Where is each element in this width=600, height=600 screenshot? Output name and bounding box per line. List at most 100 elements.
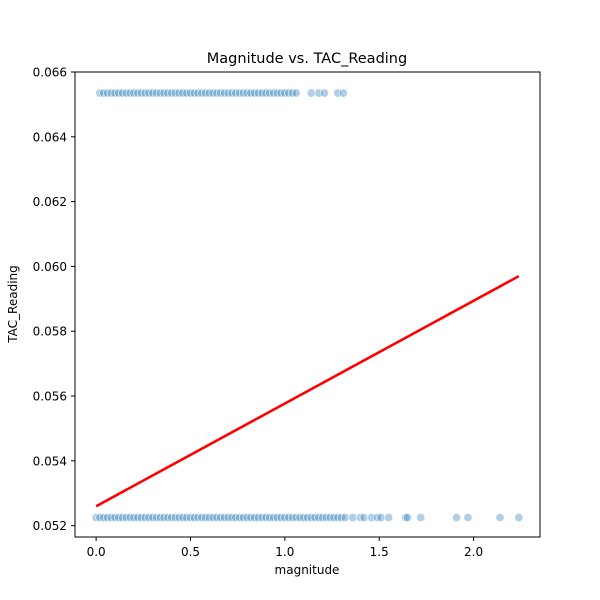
data-point bbox=[212, 513, 222, 523]
data-point bbox=[118, 513, 128, 523]
data-point bbox=[272, 513, 282, 523]
data-point bbox=[284, 88, 294, 98]
data-point bbox=[265, 513, 275, 523]
data-point bbox=[276, 88, 286, 98]
data-point bbox=[208, 88, 218, 98]
data-point bbox=[219, 513, 229, 523]
data-point bbox=[197, 88, 207, 98]
chart-title: Magnitude vs. TAC_Reading bbox=[207, 51, 407, 67]
y-tick-label: 0.062 bbox=[33, 195, 67, 209]
data-point bbox=[167, 513, 177, 523]
data-point bbox=[227, 513, 237, 523]
y-tick-label: 0.060 bbox=[33, 260, 67, 274]
data-point bbox=[321, 513, 331, 523]
data-point bbox=[280, 513, 290, 523]
data-point bbox=[114, 513, 124, 523]
x-tick-label: 1.5 bbox=[370, 545, 389, 559]
data-point bbox=[114, 88, 124, 98]
data-point bbox=[95, 88, 105, 98]
data-point bbox=[302, 513, 312, 523]
data-point bbox=[174, 513, 184, 523]
data-point bbox=[219, 88, 229, 98]
y-tick-label: 0.064 bbox=[33, 130, 67, 144]
data-point bbox=[319, 88, 329, 98]
data-point bbox=[359, 513, 369, 523]
data-point bbox=[178, 513, 188, 523]
data-point bbox=[189, 88, 199, 98]
data-point bbox=[227, 88, 237, 98]
data-point bbox=[299, 513, 309, 523]
scatter-points bbox=[91, 88, 524, 523]
data-point bbox=[129, 88, 139, 98]
data-point bbox=[102, 88, 112, 98]
data-point bbox=[99, 513, 109, 523]
data-point bbox=[133, 88, 143, 98]
data-point bbox=[159, 88, 169, 98]
data-point bbox=[310, 513, 320, 523]
data-point bbox=[261, 513, 271, 523]
data-point bbox=[291, 513, 301, 523]
data-point bbox=[201, 88, 211, 98]
data-point bbox=[238, 88, 248, 98]
data-point bbox=[325, 513, 335, 523]
data-point bbox=[216, 88, 226, 98]
data-point bbox=[246, 513, 256, 523]
data-point bbox=[452, 513, 462, 523]
data-point bbox=[155, 88, 165, 98]
data-point bbox=[355, 513, 365, 523]
data-point bbox=[193, 88, 203, 98]
x-tick-label: 0.5 bbox=[181, 545, 200, 559]
data-point bbox=[257, 88, 267, 98]
data-point bbox=[235, 88, 245, 98]
data-point bbox=[208, 513, 218, 523]
data-point bbox=[272, 88, 282, 98]
data-point bbox=[189, 513, 199, 523]
data-point bbox=[242, 513, 252, 523]
data-point bbox=[253, 513, 263, 523]
x-tick-label: 2.0 bbox=[464, 545, 483, 559]
data-point bbox=[144, 88, 154, 98]
data-point bbox=[197, 513, 207, 523]
data-point bbox=[99, 88, 109, 98]
data-point bbox=[295, 513, 305, 523]
data-point bbox=[148, 88, 158, 98]
data-point bbox=[136, 88, 146, 98]
data-point bbox=[495, 513, 505, 523]
data-point bbox=[223, 88, 233, 98]
data-point bbox=[276, 513, 286, 523]
data-point bbox=[212, 88, 222, 98]
data-point bbox=[235, 513, 245, 523]
data-point bbox=[170, 88, 180, 98]
data-point bbox=[204, 88, 214, 98]
data-point bbox=[133, 513, 143, 523]
data-point bbox=[340, 513, 350, 523]
y-axis: 0.052 0.054 0.056 0.058 0.060 0.062 0.064 0.066 bbox=[33, 66, 75, 533]
data-point bbox=[329, 513, 339, 523]
data-point bbox=[336, 513, 346, 523]
data-point bbox=[174, 88, 184, 98]
data-point bbox=[338, 88, 348, 98]
data-point bbox=[152, 88, 162, 98]
data-point bbox=[106, 88, 116, 98]
data-point bbox=[314, 513, 324, 523]
data-point bbox=[238, 513, 248, 523]
data-point bbox=[403, 513, 413, 523]
regression-line-group bbox=[95, 275, 520, 508]
plot-frame bbox=[74, 71, 541, 538]
data-point bbox=[463, 513, 473, 523]
data-point bbox=[155, 513, 165, 523]
data-point bbox=[291, 88, 301, 98]
data-point bbox=[287, 513, 297, 523]
data-point bbox=[401, 513, 411, 523]
data-point bbox=[269, 513, 279, 523]
y-axis-label: TAC_Reading bbox=[6, 265, 20, 343]
data-point bbox=[376, 513, 386, 523]
data-point bbox=[182, 88, 192, 98]
data-point bbox=[231, 88, 241, 98]
data-point bbox=[144, 513, 154, 523]
regression-line bbox=[95, 275, 520, 508]
y-tick-label: 0.058 bbox=[33, 325, 67, 339]
data-point bbox=[384, 513, 394, 523]
data-point bbox=[140, 88, 150, 98]
